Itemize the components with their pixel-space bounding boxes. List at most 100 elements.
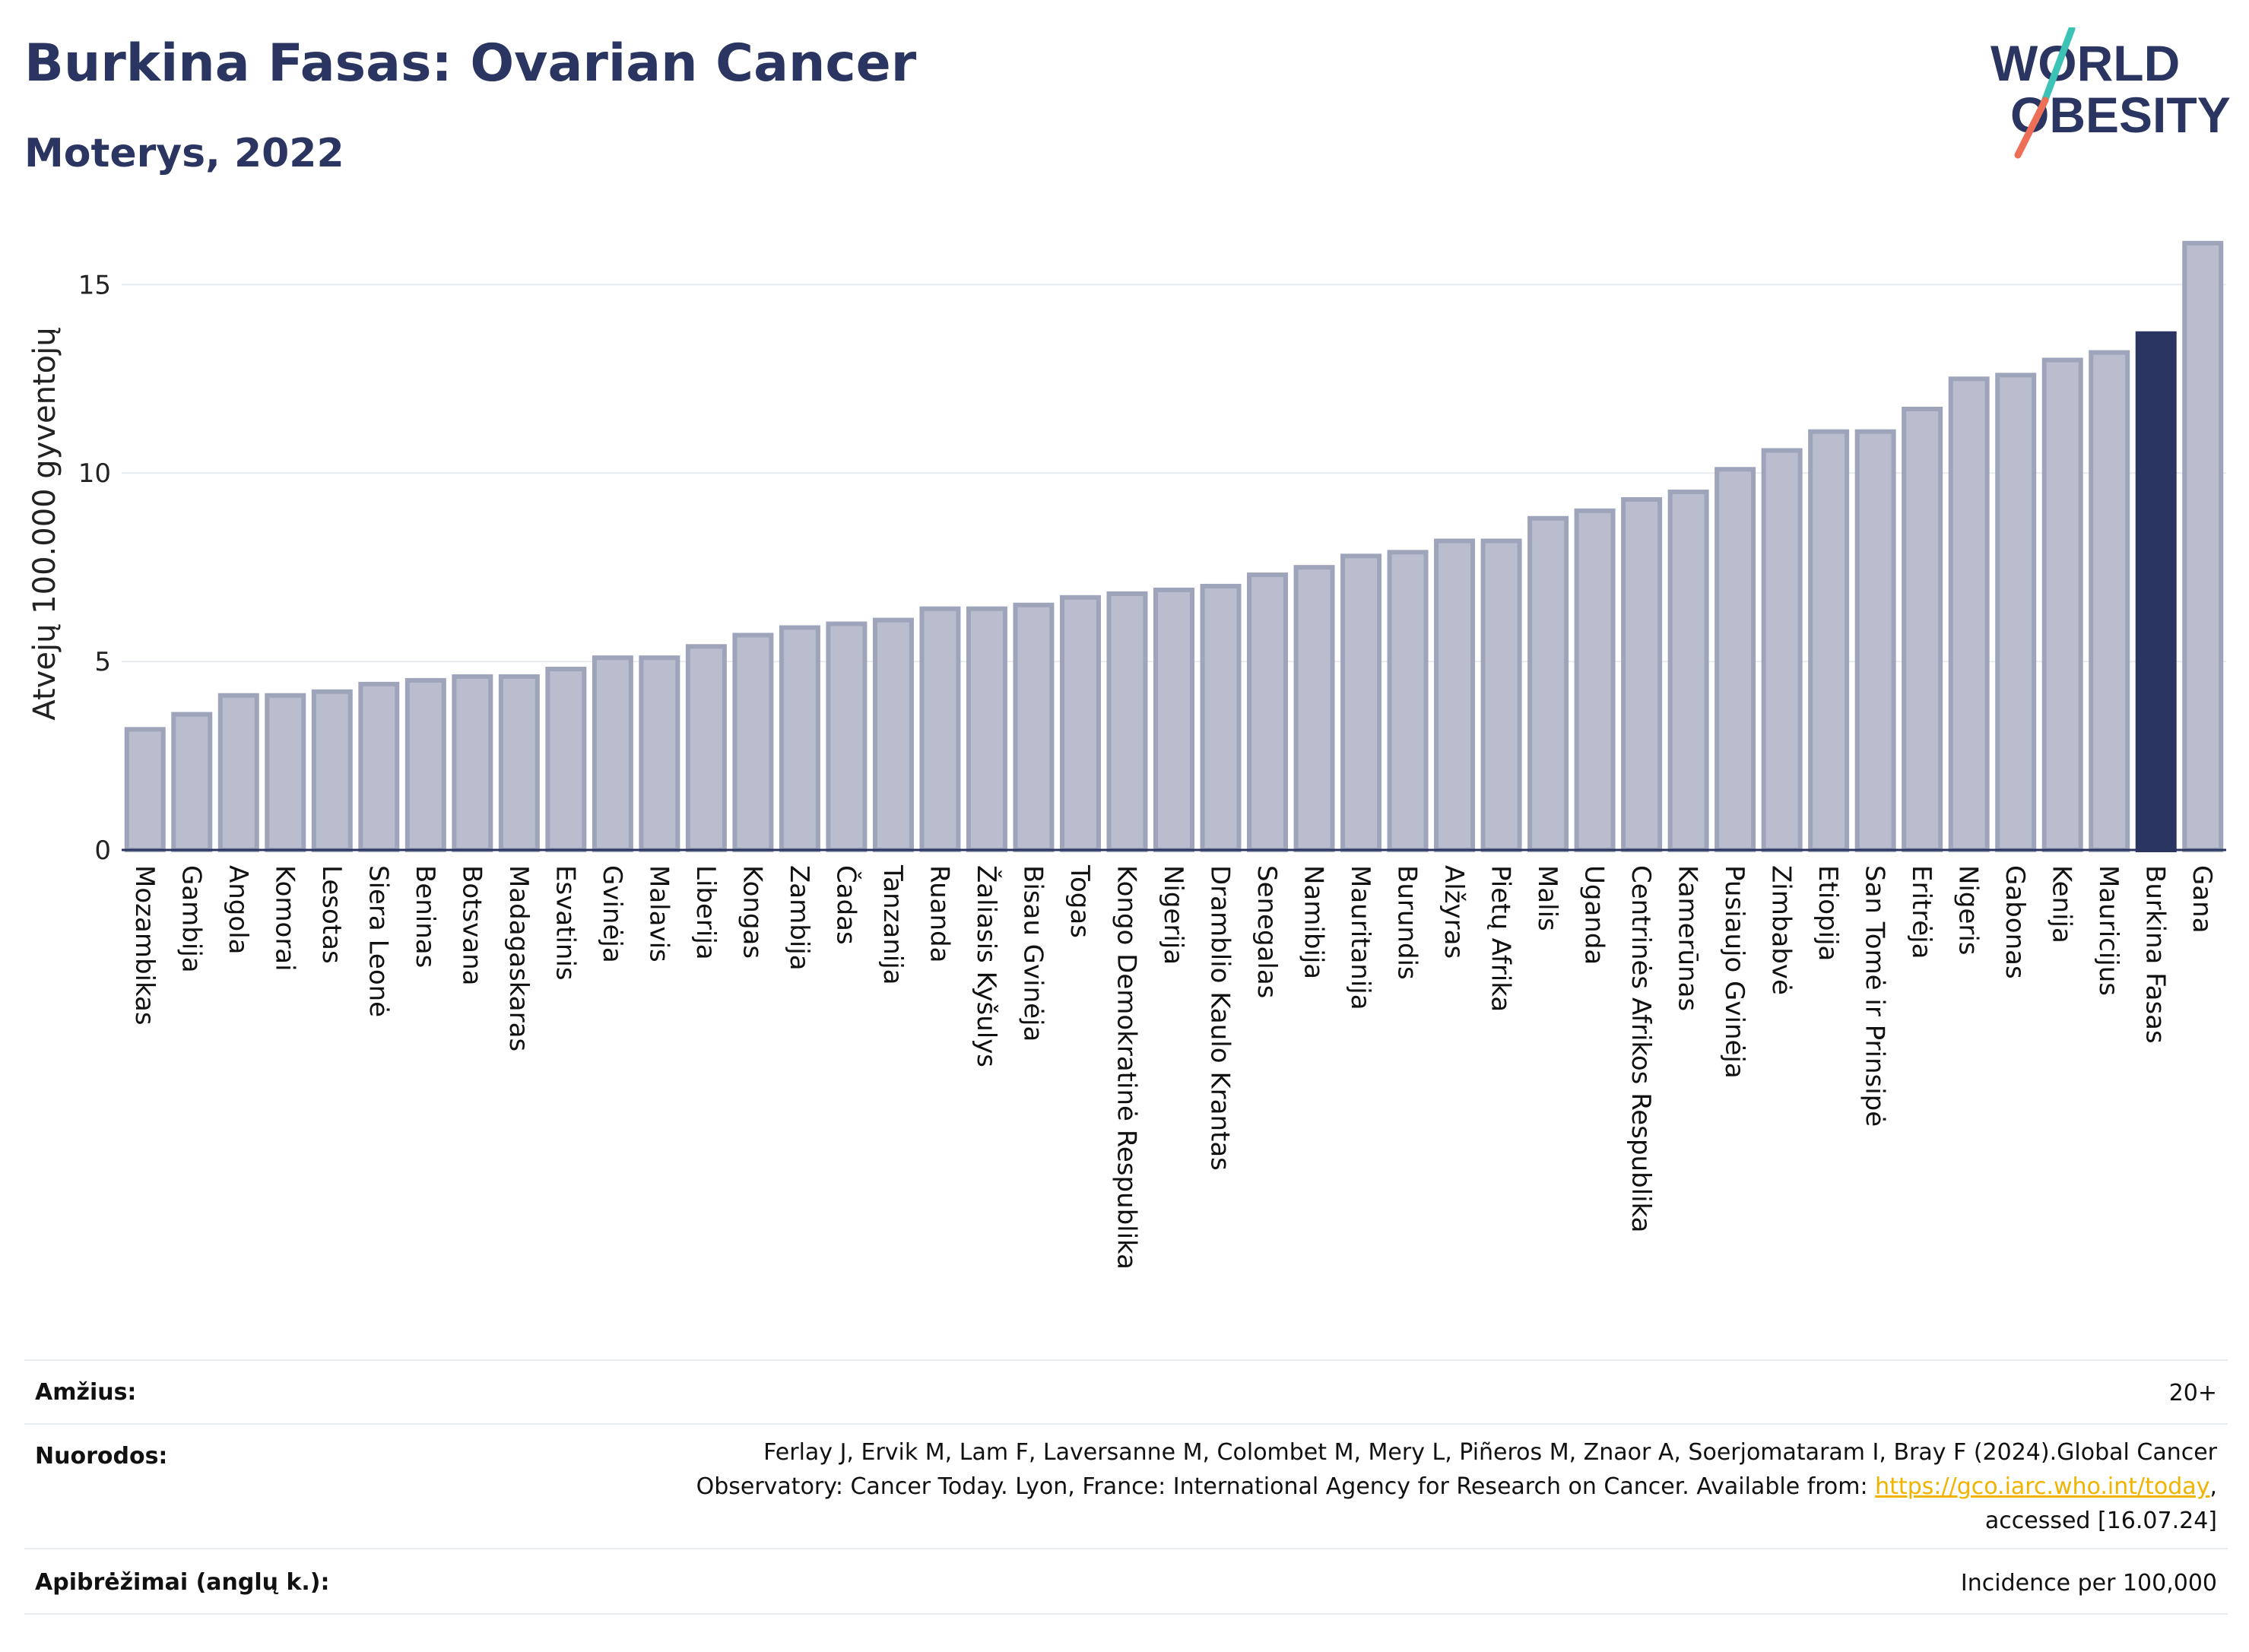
x-tick-label: Kenija — [2047, 865, 2077, 943]
logo-line1: WORLD — [1990, 35, 2180, 91]
bar — [966, 606, 1007, 852]
x-tick-label: Zambija — [784, 865, 814, 971]
info-row-definitions: Apibrėžimai (anglų k.): Incidence per 10… — [24, 1548, 2228, 1615]
x-tick-label: Nigerija — [1158, 865, 1188, 965]
x-tick-label: Namibija — [1299, 865, 1329, 979]
x-tick-label: Botsvana — [456, 865, 487, 986]
x-tick-label: Siera Leonė — [363, 865, 393, 1017]
bar — [639, 655, 680, 852]
definitions-value: Incidence per 100,000 — [1960, 1570, 2217, 1597]
x-tick-label: Kamerūnas — [1673, 865, 1703, 1011]
bar — [1808, 429, 1850, 852]
bar — [826, 621, 868, 853]
bar — [124, 727, 166, 853]
x-tick-label: Esvatinis — [550, 865, 580, 981]
definitions-label: Apibrėžimai (anglų k.): — [35, 1569, 330, 1596]
x-tick-label: Malavis — [643, 865, 674, 962]
bar — [2182, 240, 2224, 852]
references-line3: accessed [16.07.24] — [1984, 1508, 2217, 1534]
x-tick-label: Ruanda — [924, 865, 954, 962]
x-tick-label: Liberija — [690, 865, 721, 960]
x-tick-label: Zimbabvė — [1766, 865, 1797, 995]
bar — [1247, 572, 1289, 852]
x-tick-label: Centrinės Afrikos Respublika — [1626, 865, 1656, 1232]
x-tick-label: Čadas — [830, 865, 861, 945]
bar — [404, 677, 446, 853]
bar — [1948, 376, 1990, 852]
x-tick-label: Beninas — [410, 865, 440, 968]
bar — [1153, 587, 1194, 852]
x-tick-label: Tanzanija — [877, 864, 908, 985]
x-tick-label: Gana — [2187, 865, 2217, 934]
bar — [779, 625, 820, 853]
bar — [358, 681, 400, 852]
bar — [1293, 565, 1335, 852]
info-row-age: Amžius: 20+ — [24, 1359, 2228, 1425]
x-tick-label: Komorai — [269, 865, 300, 972]
x-tick-label: Bisau Gvinėja — [1017, 865, 1048, 1042]
x-tick-label: Pusiaujo Gvinėja — [1719, 865, 1749, 1079]
bar — [1013, 602, 1055, 852]
y-axis-label: Atvejų 100.000 gyventojų — [27, 327, 62, 720]
logo-slash-teal — [2040, 27, 2076, 107]
bar — [217, 693, 259, 852]
x-tick-label: Mauritanija — [1345, 865, 1375, 1010]
bar — [311, 689, 353, 852]
bar — [1387, 550, 1429, 852]
age-label: Amžius: — [35, 1379, 137, 1406]
x-tick-label: Gvinėja — [597, 865, 627, 963]
references-line2-pre: Observatory: Cancer Today. Lyon, France:… — [696, 1473, 1876, 1500]
bar — [592, 655, 633, 852]
x-tick-label: Togas — [1064, 864, 1095, 938]
bar — [1574, 508, 1616, 852]
x-tick-label: Eritrėja — [1906, 865, 1937, 959]
bar-chart: 0 5 10 15 Atvejų 100.000 gyventojų Mozambikas… — [27, 240, 2226, 1270]
x-tick-label: Gabonas — [2000, 865, 2030, 979]
references-line2-post: , — [2209, 1473, 2217, 1500]
y-tick-label: 5 — [94, 647, 111, 677]
bar — [2135, 331, 2177, 852]
references-value: Ferlay J, Ervik M, Lam F, Laversanne M, … — [392, 1435, 2217, 1538]
x-tick-label: Alžyras — [1439, 865, 1469, 959]
logo-slash-coral — [2014, 97, 2049, 159]
x-tick-label: Etiopija — [1813, 865, 1843, 961]
x-tick-label: Lesotas — [316, 865, 347, 964]
page-title: Burkina Fasas: Ovarian Cancer — [24, 33, 917, 94]
bar — [498, 674, 540, 853]
references-link[interactable]: https://gco.iarc.who.int/today — [1875, 1473, 2210, 1500]
x-tick-label: Burkina Fasas — [2140, 865, 2171, 1044]
references-line1: Ferlay J, Ervik M, Lam F, Laversanne M, … — [763, 1439, 2217, 1466]
bar — [545, 667, 587, 853]
bar — [872, 617, 914, 852]
x-tick-label: Mauricijus — [2093, 865, 2124, 996]
bar — [1106, 591, 1148, 852]
info-row-references: Nuorodos: Ferlay J, Ervik M, Lam F, Lave… — [24, 1423, 2228, 1549]
bar — [1667, 490, 1709, 852]
bar — [1480, 538, 1522, 852]
x-tick-label: Žaliasis Kyšulys — [971, 865, 1002, 1067]
bar — [732, 633, 774, 852]
y-tick-label: 0 — [94, 836, 111, 866]
y-tick-label: 15 — [78, 270, 111, 300]
world-obesity-logo: WORLD OBESITY — [1990, 27, 2231, 159]
bar — [1059, 595, 1101, 852]
x-tick-label: San Tomė ir Prinsipė — [1860, 865, 1890, 1127]
x-tick-label: Uganda — [1579, 865, 1610, 965]
x-tick-label: Angola — [223, 865, 253, 954]
x-tick-label: Dramblio Kaulo Krantas — [1205, 865, 1236, 1171]
bar — [452, 674, 493, 853]
bar — [1621, 496, 1663, 852]
bar — [1200, 583, 1242, 853]
bar — [919, 606, 961, 852]
x-tick-label: Senegalas — [1251, 865, 1282, 998]
bar — [1761, 448, 1803, 852]
x-tick-label: Malis — [1532, 865, 1562, 931]
bar — [1527, 515, 1569, 852]
bar — [2041, 357, 2083, 852]
x-tick-label: Madagaskaras — [503, 865, 534, 1051]
x-tick-label: Nigeris — [1953, 865, 1984, 956]
age-value: 20+ — [2168, 1380, 2217, 1406]
bar — [685, 644, 727, 852]
x-tick-label: Kongo Demokratinė Respublika — [1111, 865, 1141, 1270]
bar — [1854, 429, 1896, 852]
